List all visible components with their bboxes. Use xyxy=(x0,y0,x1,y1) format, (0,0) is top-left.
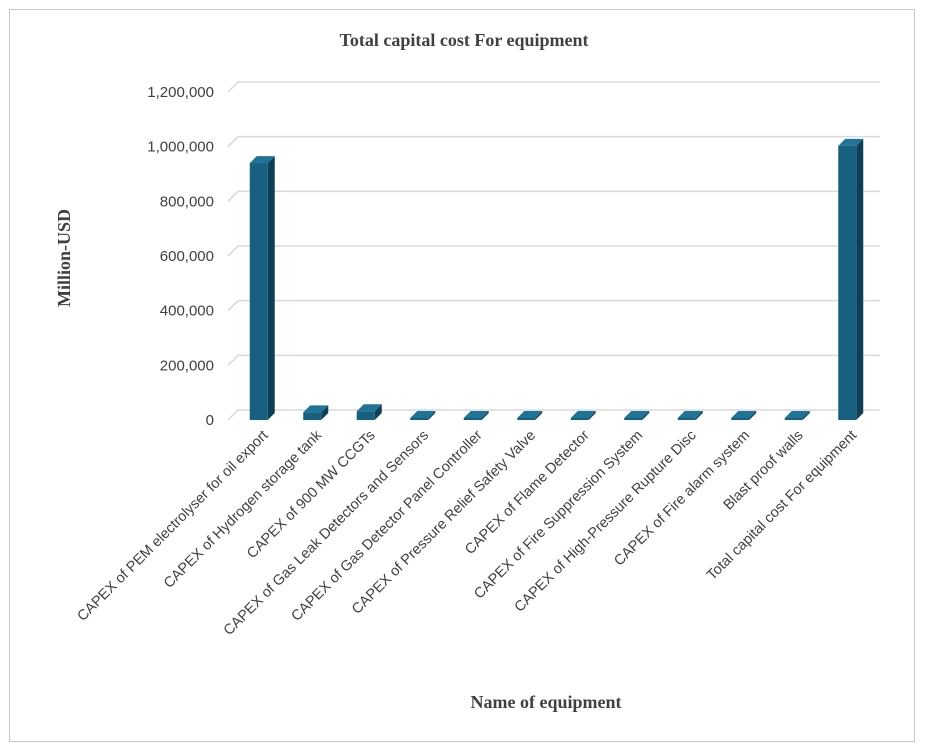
y-tick-label: 1,000,000 xyxy=(147,139,214,156)
x-axis-label: Name of equipment xyxy=(471,692,622,712)
bar xyxy=(838,138,864,420)
gridlines xyxy=(227,81,880,421)
gridline xyxy=(227,190,880,202)
y-axis-label: Million-USD xyxy=(54,209,74,307)
y-tick-label: 600,000 xyxy=(160,248,214,265)
gridline xyxy=(227,354,880,366)
bar xyxy=(731,411,757,420)
bar xyxy=(677,411,703,420)
bar xyxy=(517,411,543,420)
y-tick-label: 0 xyxy=(206,412,214,429)
gridline xyxy=(227,245,880,257)
bar xyxy=(463,411,489,420)
x-axis-ticks: CAPEX of PEM electrolyser for oil export… xyxy=(74,427,860,639)
gridline xyxy=(227,409,880,421)
chart-title: Total capital cost For equipment xyxy=(339,30,588,50)
bar xyxy=(784,411,810,420)
y-tick-label: 400,000 xyxy=(160,303,214,320)
y-axis-ticks: 0 200,000 400,000 600,000 800,000 1,000,000 1,… xyxy=(147,84,214,429)
bar xyxy=(249,156,275,421)
x-tick-label: CAPEX of PEM electrolyser for oil export xyxy=(74,428,271,625)
gridline xyxy=(227,81,880,93)
bar xyxy=(570,411,596,420)
chart-frame xyxy=(9,9,915,742)
x-tick-label: CAPEX of Gas Leak Detectors and Sensors xyxy=(221,428,432,639)
y-tick-label: 800,000 xyxy=(160,193,214,210)
y-tick-label: 200,000 xyxy=(160,357,214,374)
bar xyxy=(624,411,650,420)
gridline xyxy=(227,299,880,312)
y-tick-label: 1,200,000 xyxy=(147,84,214,101)
bar xyxy=(303,405,329,420)
x-tick-label: CAPEX of Pressure Relief Safety Valve xyxy=(349,428,539,618)
x-tick-label: CAPEX of Gas Detector Panel Controller xyxy=(288,427,485,624)
bar xyxy=(356,404,382,420)
gridline xyxy=(227,135,880,148)
bars xyxy=(249,138,864,421)
bar xyxy=(410,411,436,420)
